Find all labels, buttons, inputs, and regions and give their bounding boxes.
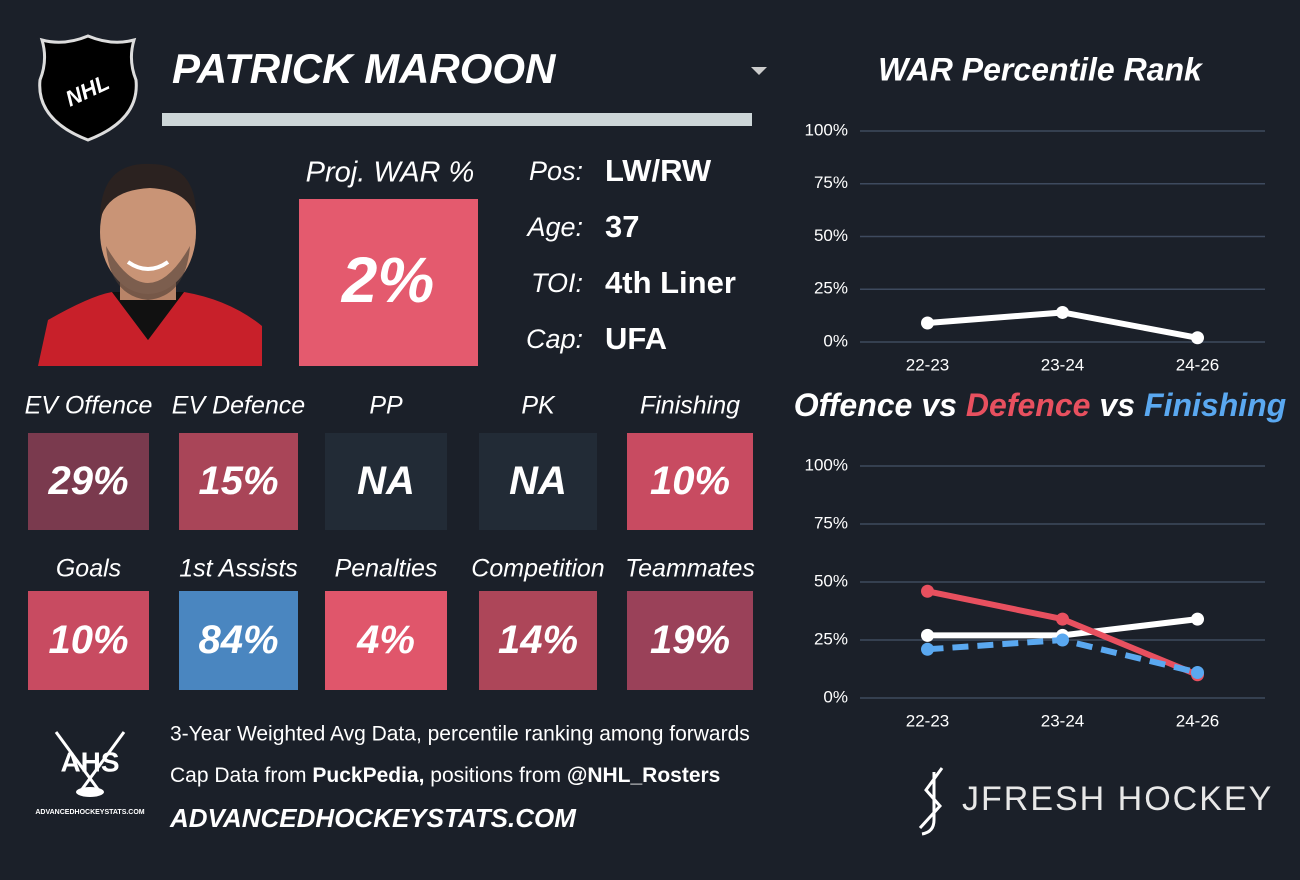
tile [28, 591, 149, 690]
tile-value: 14% [498, 618, 578, 662]
y-tick-label: 25% [814, 279, 848, 298]
point [1191, 331, 1204, 345]
ahs-logo-site: ADVANCEDHOCKEYSTATS.COM [35, 809, 144, 816]
tile-value: 29% [47, 459, 128, 503]
point [921, 316, 934, 330]
bio-label: Cap: [526, 324, 583, 354]
tile-value: NA [357, 459, 415, 503]
y-tick-label: 75% [814, 173, 848, 192]
brand-icon [918, 767, 944, 836]
legend-entry: Defence [966, 387, 1091, 423]
x-tick-label: 23-24 [1041, 355, 1084, 374]
x-tick-label: 22-23 [906, 355, 949, 374]
tile [627, 433, 753, 530]
tile [179, 433, 298, 530]
brand-name: JFRESH HOCKEY [962, 780, 1273, 818]
chart-title: Offence vs Defence vs Finishing [794, 387, 1286, 423]
tile-value: 10% [48, 618, 128, 662]
tile [325, 591, 447, 690]
point [1056, 305, 1069, 319]
player-name: PATRICK MAROON [172, 45, 557, 92]
y-tick-label: 100% [805, 120, 848, 139]
tile-label: Competition [471, 555, 604, 583]
footer-site[interactable]: ADVANCEDHOCKEYSTATS.COM [169, 803, 577, 833]
point [921, 628, 934, 642]
name-underline [162, 113, 752, 126]
tile-value: 10% [650, 459, 730, 503]
tile-label: Teammates [625, 555, 755, 583]
credit-part: PuckPedia, [312, 764, 424, 787]
tile-label: Finishing [640, 392, 740, 420]
title-separator: vs [921, 387, 957, 423]
y-tick-label: 50% [814, 226, 848, 245]
y-tick-label: 0% [823, 331, 848, 350]
proj-war-label: Proj. WAR % [306, 157, 475, 189]
y-tick-label: 0% [823, 687, 848, 706]
tile [325, 433, 447, 530]
nhl-logo [38, 34, 138, 142]
tile-value: 15% [198, 459, 278, 503]
bio-label: Pos: [529, 156, 583, 186]
point [1056, 612, 1069, 626]
bio-value: UFA [605, 321, 667, 356]
point [921, 584, 934, 598]
credit-part: Cap Data from [170, 764, 312, 787]
tile-label: Penalties [335, 555, 438, 583]
tile [627, 591, 753, 690]
proj-war-tile [299, 199, 478, 366]
footer-note: 3-Year Weighted Avg Data, percentile ran… [170, 723, 750, 746]
tile-label: 1st Assists [179, 555, 298, 583]
legend-entry: Offence [794, 387, 913, 423]
y-tick-label: 100% [805, 455, 848, 474]
x-tick-label: 22-23 [906, 711, 949, 730]
bio-value: 37 [605, 209, 639, 244]
tile [479, 433, 597, 530]
tile [28, 433, 149, 530]
chart-title: WAR Percentile Rank [878, 51, 1204, 87]
ahs-logo [54, 731, 126, 797]
tile-label: PP [369, 392, 403, 420]
x-tick-label: 24-26 [1176, 355, 1219, 374]
bio-value: 4th Liner [605, 265, 736, 300]
ahs-logo-text: AHS [60, 746, 119, 777]
tile-value: 84% [198, 618, 278, 662]
footer-credits: Cap Data from PuckPedia, positions from … [170, 764, 720, 787]
point [1056, 633, 1069, 647]
y-tick-label: 50% [814, 571, 848, 590]
tile-label: EV Offence [25, 392, 153, 420]
player-photo [38, 163, 262, 366]
y-tick-label: 75% [814, 513, 848, 532]
point [921, 642, 934, 656]
bio-label: Age: [525, 212, 583, 242]
tile-value: 19% [650, 618, 730, 662]
x-tick-label: 23-24 [1041, 711, 1084, 730]
dropdown-arrow[interactable] [751, 67, 767, 75]
credit-part: @NHL_Rosters [567, 764, 721, 787]
y-tick-label: 25% [814, 629, 848, 648]
x-tick-label: 24-26 [1176, 711, 1219, 730]
tile-label: Goals [56, 555, 121, 583]
tile [479, 591, 597, 690]
title-separator: vs [1099, 387, 1135, 423]
tile-value: 4% [356, 618, 415, 662]
credit-part: positions from [424, 764, 566, 787]
legend-entry: Finishing [1144, 387, 1286, 423]
point [1191, 612, 1204, 626]
bio-value: LW/RW [605, 153, 712, 188]
tile-value: NA [509, 459, 567, 503]
tile-label: PK [521, 392, 556, 420]
tile [179, 591, 298, 690]
proj-war-value: 2% [341, 244, 435, 316]
point [1191, 665, 1204, 679]
tile-label: EV Defence [172, 392, 305, 420]
bio-label: TOI: [531, 268, 583, 298]
